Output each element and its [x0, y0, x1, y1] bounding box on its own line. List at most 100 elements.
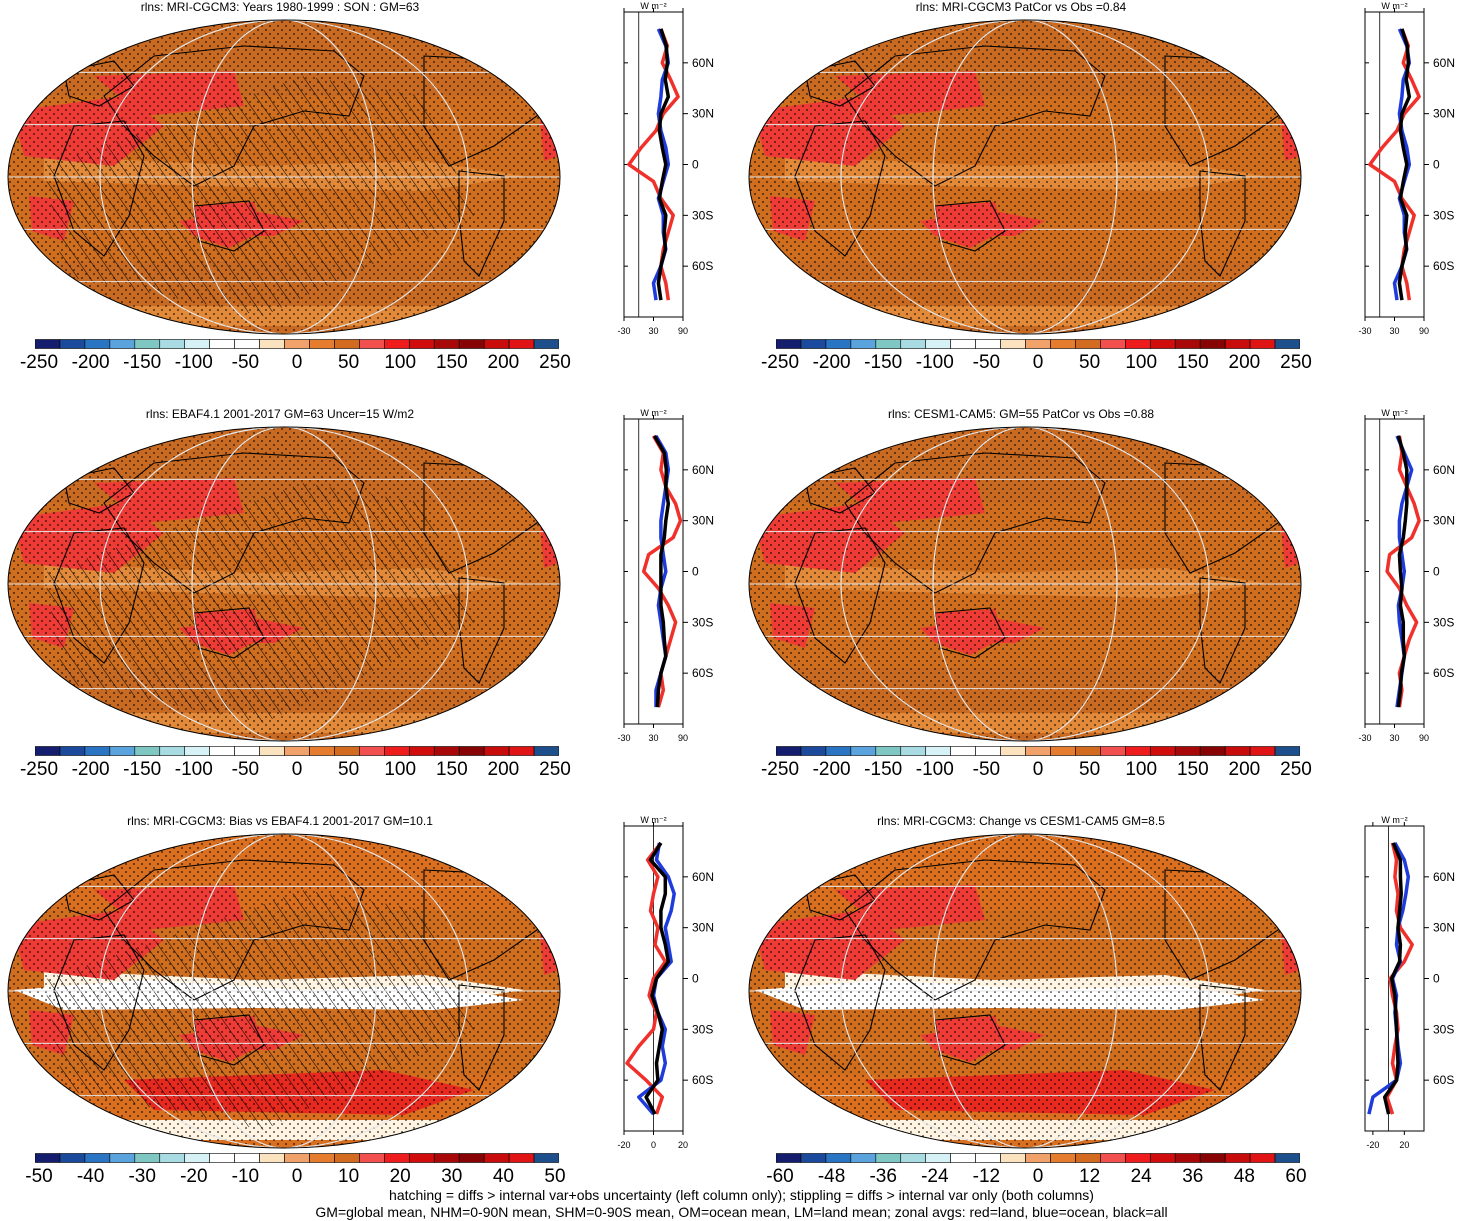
colorbar-swatch [209, 339, 235, 349]
colorbar-labels: -250 -200 -150 -100 -50 0 50 100 150 200 250 [20, 759, 571, 783]
zonal-line-all [656, 28, 671, 301]
colorbar-swatch [458, 746, 485, 756]
zonal-lat-label: 0 [692, 565, 699, 579]
zonal-lat-label: 30N [692, 921, 714, 935]
colorbar-swatch [35, 339, 61, 349]
colorbar-swatch [1249, 1153, 1276, 1163]
zonal-lat-label: 30S [692, 1022, 713, 1036]
colorbar-label: -150 [864, 352, 903, 373]
colorbar-label: -50 [972, 352, 1001, 373]
colorbar-swatch [184, 1153, 210, 1163]
colorbar-label: 60 [1285, 1166, 1307, 1187]
zonal-lat-label: 30N [1433, 514, 1455, 528]
colorbar-swatch [533, 339, 559, 349]
colorbar-swatch [900, 339, 927, 349]
colorbar-labels: -250 -200 -150 -100 -50 0 50 100 150 200 250 [761, 352, 1312, 376]
colorbar [35, 1153, 559, 1163]
colorbar-label: 250 [539, 759, 571, 780]
colorbar-swatch [159, 339, 186, 349]
colorbar-swatch [1075, 1153, 1101, 1163]
zonal-frame [1364, 418, 1425, 725]
colorbar-swatch [1075, 746, 1101, 756]
map-border [7, 19, 561, 335]
zonal-x-label: 30 [648, 326, 658, 336]
map-border [7, 833, 561, 1149]
zonal-lat-label: 60N [692, 870, 714, 884]
colorbar-swatch [309, 746, 335, 756]
zonal-lat-label: 0 [692, 972, 699, 986]
colorbar-label: -24 [921, 1166, 949, 1187]
colorbar-swatch [825, 746, 852, 756]
map [748, 19, 1302, 335]
colorbar-swatch [284, 746, 310, 756]
coastline [804, 60, 876, 107]
coastline [804, 467, 876, 514]
zonal-mean-plot: W m⁻² 60N 30N 0 30S 60S -30 30 90 [1358, 1, 1455, 336]
coastline [1199, 984, 1246, 1091]
colorbar-label: 200 [487, 352, 520, 373]
zonal-lat-label: 30N [1433, 107, 1455, 121]
colorbar-label: -100 [174, 759, 213, 780]
zonal-line-all [652, 435, 671, 708]
colorbar-swatch [1224, 746, 1251, 756]
coastline [103, 859, 365, 1001]
colorbar-swatch [259, 746, 285, 756]
zonal-lat-label: 0 [692, 158, 699, 172]
colorbar-swatch [184, 339, 210, 349]
zonal-lat-label: 60N [1433, 56, 1455, 70]
zonal-x-label: -20 [1366, 1140, 1379, 1150]
colorbar-label: 0 [1032, 352, 1044, 373]
colorbar [35, 339, 559, 349]
longitude-line [840, 427, 1210, 741]
zonal-lat-label: 60N [1433, 463, 1455, 477]
colorbar-swatch [1174, 1153, 1201, 1163]
colorbar-label: -50 [25, 1166, 53, 1187]
colorbar-swatch [234, 1153, 260, 1163]
colorbar-swatch [1149, 746, 1176, 756]
colorbar [776, 1153, 1300, 1163]
colorbar-label: -200 [812, 352, 851, 373]
colorbar-swatch [1100, 1153, 1126, 1163]
zonal-lat-label: 30N [692, 107, 714, 121]
colorbar-swatch [59, 1153, 86, 1163]
zonal-lat-label: 60S [692, 259, 713, 273]
colorbar-swatch [109, 1153, 136, 1163]
map [7, 19, 561, 335]
colorbar-swatch [109, 746, 136, 756]
map-field [749, 834, 1301, 1148]
colorbar-label: 200 [1228, 352, 1261, 373]
coastline [53, 120, 145, 257]
colorbar-label: 50 [338, 759, 360, 780]
panel-3: rlns: EBAF4.1 2001-2017 GM=63 Uncer=15 W… [0, 407, 741, 812]
colorbar-label: -30 [128, 1166, 156, 1187]
colorbar-swatch [1125, 339, 1151, 349]
colorbar-swatch [84, 339, 111, 349]
colorbar-label: 0 [1032, 759, 1044, 780]
colorbar-label: 0 [291, 759, 303, 780]
colorbar-swatch [234, 746, 260, 756]
zonal-frame [623, 418, 684, 725]
colorbar-label: -36 [869, 1166, 897, 1187]
colorbar-swatch [1224, 339, 1251, 349]
zonal-units: W m⁻² [640, 815, 666, 825]
coastline [458, 984, 505, 1091]
zonal-x-label: 20 [1399, 1140, 1409, 1150]
zonal-frame [1364, 11, 1425, 318]
colorbar-swatch [975, 746, 1001, 756]
colorbar-swatch [800, 746, 827, 756]
colorbar-swatch [533, 1153, 559, 1163]
zonal-lat-label: 0 [1433, 972, 1440, 986]
colorbar-labels: -250 -200 -150 -100 -50 0 50 100 150 200 250 [761, 759, 1312, 783]
colorbar-swatch [1025, 339, 1051, 349]
coastline [794, 527, 886, 664]
zonal-x-label: 30 [648, 733, 658, 743]
zonal-mean-plot: W m⁻² 60N 30N 0 30S 60S -30 30 90 [617, 1, 714, 336]
colorbar-swatch [384, 1153, 410, 1163]
colorbar-swatch [1249, 746, 1276, 756]
zonal-mean-plot: W m⁻² 60N 30N 0 30S 60S -30 30 90 [617, 408, 714, 743]
colorbar-swatch [309, 339, 335, 349]
colorbar-label: -150 [123, 759, 162, 780]
colorbar-swatch [84, 1153, 111, 1163]
colorbar-swatch [109, 339, 136, 349]
colorbar-swatch [850, 746, 877, 756]
